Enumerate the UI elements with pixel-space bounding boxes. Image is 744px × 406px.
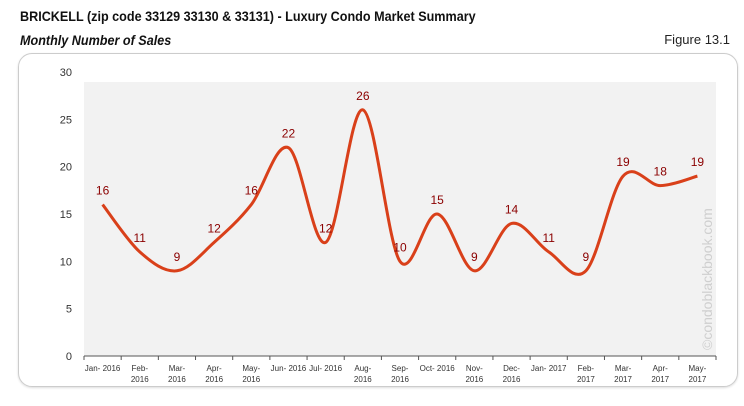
- data-label: 22: [282, 127, 296, 141]
- data-label: 12: [319, 221, 333, 235]
- x-tick-label: Aug-2016: [354, 364, 372, 384]
- x-tick-label: Mar-2016: [168, 364, 186, 384]
- data-label: 12: [207, 221, 221, 235]
- data-label: 9: [174, 250, 181, 264]
- data-label: 9: [471, 250, 478, 264]
- x-tick-label: May-2017: [689, 364, 707, 384]
- watermark: ©condoblackbook.com: [699, 208, 715, 350]
- data-label: 11: [134, 231, 147, 245]
- x-tick-label: Apr-2016: [205, 364, 223, 384]
- y-tick-label: 20: [60, 162, 72, 174]
- y-tick-label: 5: [66, 304, 72, 316]
- data-label: 19: [616, 155, 630, 169]
- data-label: 26: [356, 89, 370, 103]
- x-tick-label: May-2016: [242, 364, 260, 384]
- data-label: 19: [691, 155, 705, 169]
- x-tick-label: Jul- 2016: [309, 364, 342, 373]
- x-tick-label: Oct- 2016: [420, 364, 456, 373]
- data-label: 16: [96, 184, 110, 198]
- data-label: 16: [245, 184, 259, 198]
- data-label: 14: [505, 202, 519, 216]
- y-tick-label: 10: [60, 256, 72, 268]
- plot-area: [84, 82, 716, 356]
- x-tick-label: Mar-2017: [614, 364, 632, 384]
- x-tick-label: Dec-2016: [503, 364, 521, 384]
- x-tick-label: Sep-2016: [391, 364, 409, 384]
- x-tick-label: Apr-2017: [651, 364, 669, 384]
- data-label: 15: [430, 193, 444, 207]
- y-tick-label: 15: [60, 209, 72, 221]
- y-tick-label: 25: [60, 114, 72, 126]
- report-title: BRICKELL (zip code 33129 33130 & 33131) …: [20, 8, 476, 24]
- x-tick-label: Jan- 2017: [531, 364, 567, 373]
- figure-number: Figure 13.1: [664, 32, 730, 47]
- data-label: 18: [654, 165, 668, 179]
- chart-frame: [18, 53, 738, 387]
- x-tick-label: Feb-2016: [131, 364, 149, 384]
- data-label: 11: [542, 231, 555, 245]
- x-tick-label: Nov-2016: [465, 364, 483, 384]
- data-label: 9: [583, 250, 590, 264]
- x-tick-label: Jun- 2016: [271, 364, 307, 373]
- x-tick-label: Feb-2017: [577, 364, 595, 384]
- y-tick-label: 0: [66, 351, 72, 363]
- data-label: 10: [393, 240, 407, 254]
- y-tick-label: 30: [60, 67, 72, 79]
- x-tick-label: Jan- 2016: [85, 364, 121, 373]
- chart-subtitle: Monthly Number of Sales: [20, 32, 172, 48]
- series-line: [101, 108, 698, 276]
